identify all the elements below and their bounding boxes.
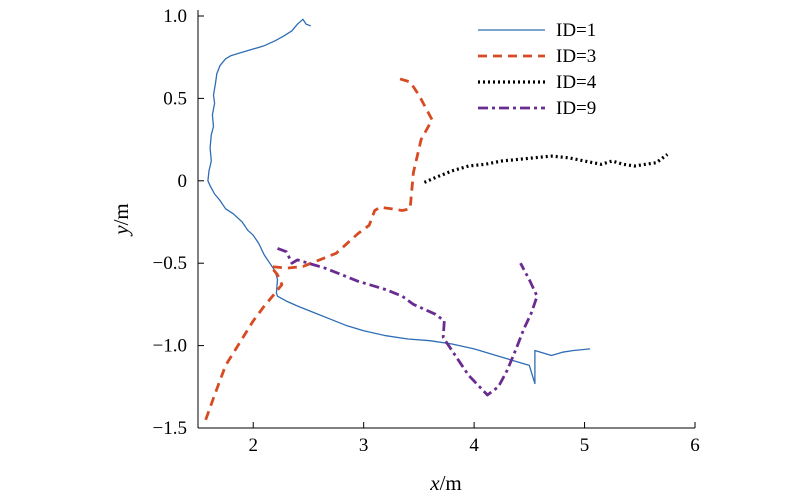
x-axis-ticks: 2 3 4 5 6	[248, 422, 700, 456]
plot-area: 2 3 4 5 6 1.0 0.5 0 −0.5 −1.0 −1.5	[153, 6, 700, 456]
x-tick-label: 6	[690, 435, 700, 456]
legend-label: ID=4	[556, 72, 597, 93]
y-tick-label: −1.5	[153, 418, 187, 439]
y-axis-ticks: 1.0 0.5 0 −0.5 −1.0 −1.5	[153, 6, 204, 439]
x-tick-label: 4	[469, 435, 479, 456]
y-tick-label: 1.0	[163, 6, 187, 27]
series-layer	[204, 18, 669, 421]
legend-label: ID=3	[556, 46, 596, 67]
y-tick-label: 0.5	[163, 88, 187, 109]
y-tick-label: 0	[178, 171, 188, 192]
series-line-id-3	[204, 77, 434, 421]
x-axis-label: x/m	[429, 471, 462, 495]
x-tick-label: 2	[248, 435, 258, 456]
x-tick-label: 3	[359, 435, 369, 456]
legend-label: ID=1	[556, 20, 596, 41]
y-tick-label: −0.5	[153, 253, 187, 274]
x-tick-label: 5	[580, 435, 590, 456]
legend-label: ID=9	[556, 98, 596, 119]
series-line-id-1	[207, 18, 591, 385]
legend: ID=1 ID=3 ID=4 ID=9	[478, 20, 597, 119]
y-tick-label: −1.0	[153, 336, 187, 357]
series-line-id-9	[277, 247, 539, 397]
series-line-id-4	[423, 153, 669, 184]
y-axis-label: y/m	[109, 203, 133, 237]
